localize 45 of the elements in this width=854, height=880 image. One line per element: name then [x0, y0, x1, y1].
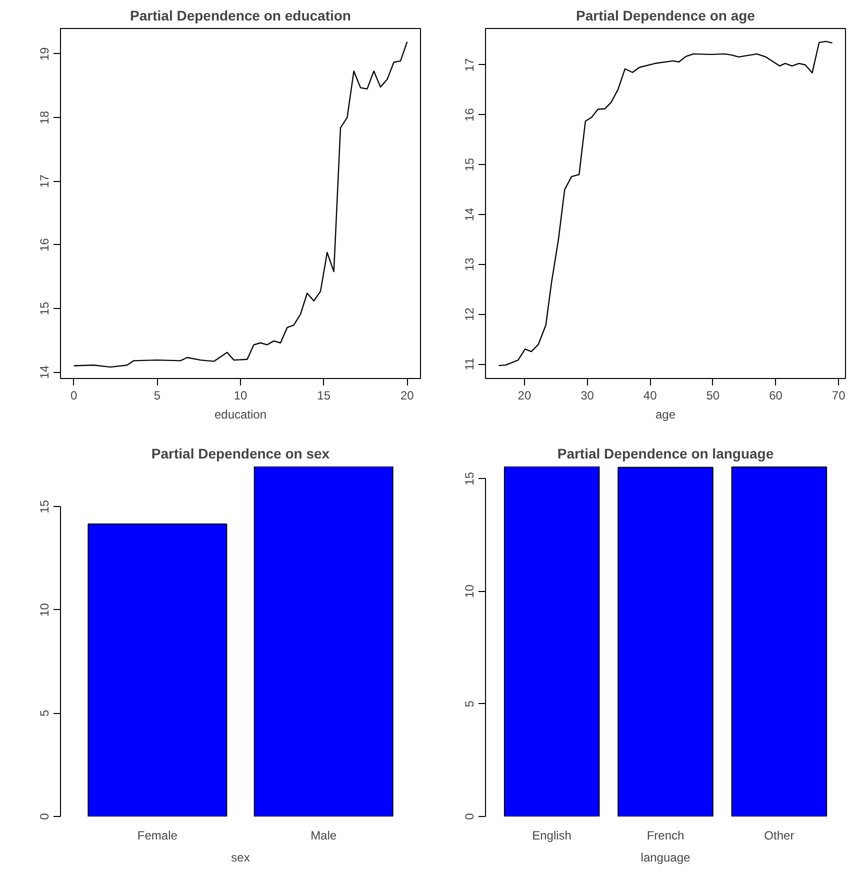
y-tick-label: 10 — [462, 584, 476, 598]
x-tick-label: 40 — [643, 388, 658, 402]
x-tick-label: 5 — [154, 388, 161, 402]
y-tick-label: 19 — [38, 46, 52, 61]
chart-title: Partial Dependence on language — [557, 446, 774, 462]
x-tick-label: 20 — [518, 388, 532, 402]
y-tick-label: 0 — [38, 812, 52, 820]
x-tick-label: English — [532, 828, 572, 842]
y-tick-label: 5 — [38, 710, 52, 717]
y-tick-label: 10 — [38, 602, 52, 617]
y-tick-label: 16 — [462, 108, 476, 122]
x-tick-label: 60 — [769, 388, 783, 402]
x-tick-label: 15 — [317, 388, 331, 402]
x-axis-title: education — [214, 408, 267, 422]
chart-title: Partial Dependence on age — [576, 8, 756, 24]
y-tick-label: 15 — [38, 302, 52, 316]
y-tick-label: 13 — [462, 257, 476, 271]
x-tick-label: Female — [137, 828, 178, 842]
y-tick-label: 14 — [38, 365, 52, 379]
chart-title: Partial Dependence on sex — [151, 446, 330, 462]
y-tick-label: 14 — [462, 207, 476, 222]
x-axis-title: sex — [231, 850, 250, 864]
y-tick-label: 15 — [38, 500, 52, 514]
x-tick-label: 50 — [706, 388, 720, 402]
y-tick-label: 15 — [462, 472, 476, 486]
y-tick-label: 11 — [462, 357, 476, 370]
x-tick-label: Other — [764, 828, 794, 842]
x-tick-label: Male — [310, 828, 337, 842]
y-tick-label: 17 — [462, 58, 476, 72]
x-axis-title: language — [640, 850, 691, 864]
x-tick-label: 30 — [580, 388, 594, 402]
x-axis-title: age — [655, 408, 676, 422]
chart-title: Partial Dependence on education — [130, 8, 351, 24]
y-tick-label: 16 — [38, 238, 52, 252]
y-tick-label: 5 — [462, 700, 476, 708]
y-tick-label: 18 — [38, 110, 52, 124]
x-tick-label: 0 — [70, 388, 78, 402]
y-tick-label: 0 — [462, 812, 476, 820]
y-tick-label: 12 — [462, 307, 476, 321]
x-tick-label: 20 — [400, 388, 414, 402]
y-tick-label: 17 — [38, 174, 52, 188]
y-tick-label: 15 — [462, 158, 476, 172]
x-tick-label: 70 — [832, 388, 846, 402]
x-tick-label: 10 — [234, 388, 248, 402]
x-tick-label: French — [646, 828, 684, 842]
